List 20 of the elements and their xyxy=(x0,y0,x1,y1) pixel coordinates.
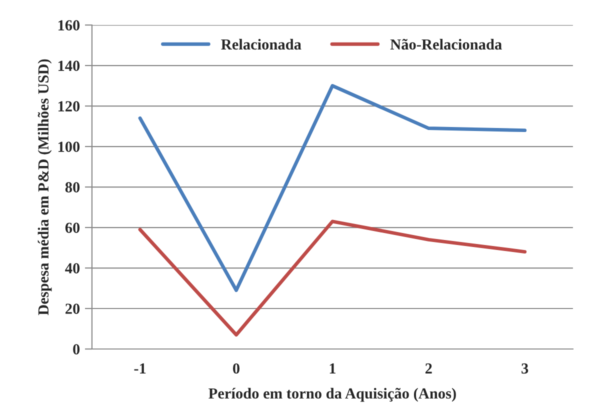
legend-label: Relacionada xyxy=(221,38,302,50)
y-tick-label: 80 xyxy=(65,182,80,192)
legend-label: Não-Relacionada xyxy=(390,38,502,50)
y-axis-title: Despesa média em P&D (Milhões USD) xyxy=(38,59,52,316)
line-series xyxy=(138,84,527,292)
y-tick-label: 100 xyxy=(58,142,80,152)
x-tick-label: 3 xyxy=(522,363,528,374)
y-tick-label: 160 xyxy=(58,20,80,30)
y-tick-label: 120 xyxy=(58,101,80,112)
x-tick-label: 2 xyxy=(425,363,432,374)
y-tick-label: 140 xyxy=(58,60,80,71)
x-tick-label: 0 xyxy=(233,363,240,374)
y-tick-label: 20 xyxy=(66,304,80,314)
x-axis-title: Período em torno da Aquisição (Anos) xyxy=(208,388,456,402)
y-tick-label: 40 xyxy=(65,263,80,274)
y-tick-label: 0 xyxy=(73,344,80,354)
x-tick-label: -1 xyxy=(134,363,146,374)
y-tick-label: 60 xyxy=(65,222,80,233)
x-tick-label: 1 xyxy=(330,363,336,374)
line-series xyxy=(138,220,527,337)
